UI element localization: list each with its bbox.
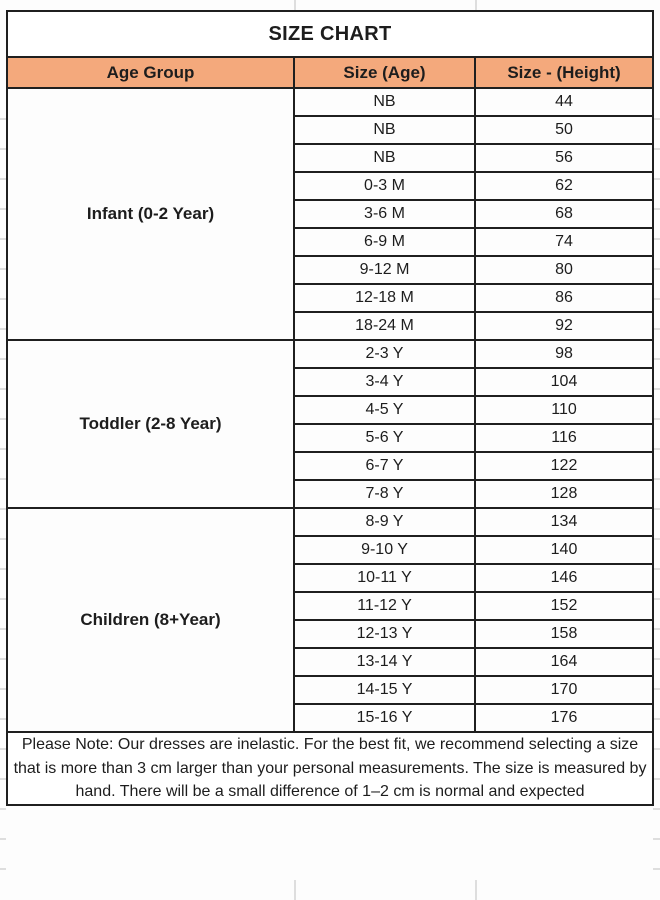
size-cell: 12-13 Y <box>293 619 476 649</box>
height-cell: 176 <box>473 703 655 733</box>
table-row: Toddler (2-8 Year) 2-3 Y 98 <box>6 339 655 509</box>
table-row: 3-4 Y 104 <box>7 367 655 397</box>
note-row: Please Note: Our dresses are inelastic. … <box>5 731 655 806</box>
table-row: 6-7 Y 122 <box>7 451 655 481</box>
table-row: 18-24 M 92 <box>7 311 655 341</box>
size-cell: 4-5 Y <box>293 395 476 425</box>
table-row: 9-12 M 80 <box>7 255 655 285</box>
size-cell: NB <box>293 87 476 117</box>
size-cell: 2-3 Y <box>293 339 476 369</box>
table-row: Children (8+Year) 8-9 Y 134 <box>6 507 655 733</box>
table-row: 11-12 Y 152 <box>7 591 655 621</box>
size-cell: 8-9 Y <box>293 507 476 537</box>
height-cell: 158 <box>473 619 655 649</box>
table-row: Infant (0-2 Year) NB 44 <box>6 87 655 341</box>
height-cell: 128 <box>473 479 655 509</box>
height-cell: 110 <box>473 395 655 425</box>
height-cell: 74 <box>473 227 655 257</box>
height-cell: 56 <box>473 143 655 173</box>
height-cell: 50 <box>473 115 655 145</box>
table-row: 4-5 Y 110 <box>7 395 655 425</box>
height-cell: 116 <box>473 423 655 453</box>
height-cell: 146 <box>473 563 655 593</box>
table-row: 15-16 Y 176 <box>7 703 655 733</box>
height-cell: 80 <box>473 255 655 285</box>
size-cell: 10-11 Y <box>293 563 476 593</box>
age-group-cell-children: Children (8+Year) <box>6 507 295 733</box>
gridline-stub <box>294 880 296 900</box>
table-row: 0-3 M 62 <box>7 171 655 201</box>
height-cell: 140 <box>473 535 655 565</box>
gridline-stub <box>475 0 477 10</box>
size-cell: 12-18 M <box>293 283 476 313</box>
height-cell: 152 <box>473 591 655 621</box>
table-row: NB 50 <box>7 115 655 145</box>
size-cell: 7-8 Y <box>293 479 476 509</box>
age-group-cell-infant: Infant (0-2 Year) <box>6 87 295 341</box>
size-cell: 0-3 M <box>293 171 476 201</box>
height-cell: 170 <box>473 675 655 705</box>
table-row: 10-11 Y 146 <box>7 563 655 593</box>
height-cell: 86 <box>473 283 655 313</box>
size-cell: 15-16 Y <box>293 703 476 733</box>
table-row: 6-9 M 74 <box>7 227 655 257</box>
size-cell: 11-12 Y <box>293 591 476 621</box>
size-cell: 6-7 Y <box>293 451 476 481</box>
height-cell: 164 <box>473 647 655 677</box>
column-header-age-group: Age Group <box>6 56 295 89</box>
size-cell: 9-10 Y <box>293 535 476 565</box>
height-cell: 92 <box>473 311 655 341</box>
height-cell: 62 <box>473 171 655 201</box>
table-row: 5-6 Y 116 <box>7 423 655 453</box>
height-cell: 104 <box>473 367 655 397</box>
table-row: 14-15 Y 170 <box>7 675 655 705</box>
gridline-stub <box>294 0 296 10</box>
note-text: Please Note: Our dresses are inelastic. … <box>5 731 655 806</box>
header-row: Age Group Size (Age) Size - (Height) <box>6 56 655 89</box>
size-cell: 6-9 M <box>293 227 476 257</box>
size-cell: NB <box>293 143 476 173</box>
chart-title: SIZE CHART <box>5 10 655 58</box>
height-cell: 68 <box>473 199 655 229</box>
height-cell: 98 <box>473 339 655 369</box>
height-cell: 134 <box>473 507 655 537</box>
size-chart-table: SIZE CHART Age Group Size (Age) Size - (… <box>5 10 655 806</box>
size-cell: 3-6 M <box>293 199 476 229</box>
table-row: NB 56 <box>7 143 655 173</box>
height-cell: 122 <box>473 451 655 481</box>
table-row: 9-10 Y 140 <box>7 535 655 565</box>
size-cell: 3-4 Y <box>293 367 476 397</box>
table-row: 7-8 Y 128 <box>7 479 655 509</box>
height-cell: 44 <box>473 87 655 117</box>
title-row: SIZE CHART <box>5 10 655 58</box>
table-row: 12-13 Y 158 <box>7 619 655 649</box>
table-row: 13-14 Y 164 <box>7 647 655 677</box>
column-header-size-age: Size (Age) <box>293 56 476 89</box>
size-cell: 18-24 M <box>293 311 476 341</box>
gridline-stub <box>475 880 477 900</box>
size-cell: 9-12 M <box>293 255 476 285</box>
size-cell: NB <box>293 115 476 145</box>
size-cell: 5-6 Y <box>293 423 476 453</box>
size-cell: 13-14 Y <box>293 647 476 677</box>
column-header-size-height: Size - (Height) <box>473 56 655 89</box>
size-cell: 14-15 Y <box>293 675 476 705</box>
table-row: 12-18 M 86 <box>7 283 655 313</box>
age-group-cell-toddler: Toddler (2-8 Year) <box>6 339 295 509</box>
table-row: 3-6 M 68 <box>7 199 655 229</box>
